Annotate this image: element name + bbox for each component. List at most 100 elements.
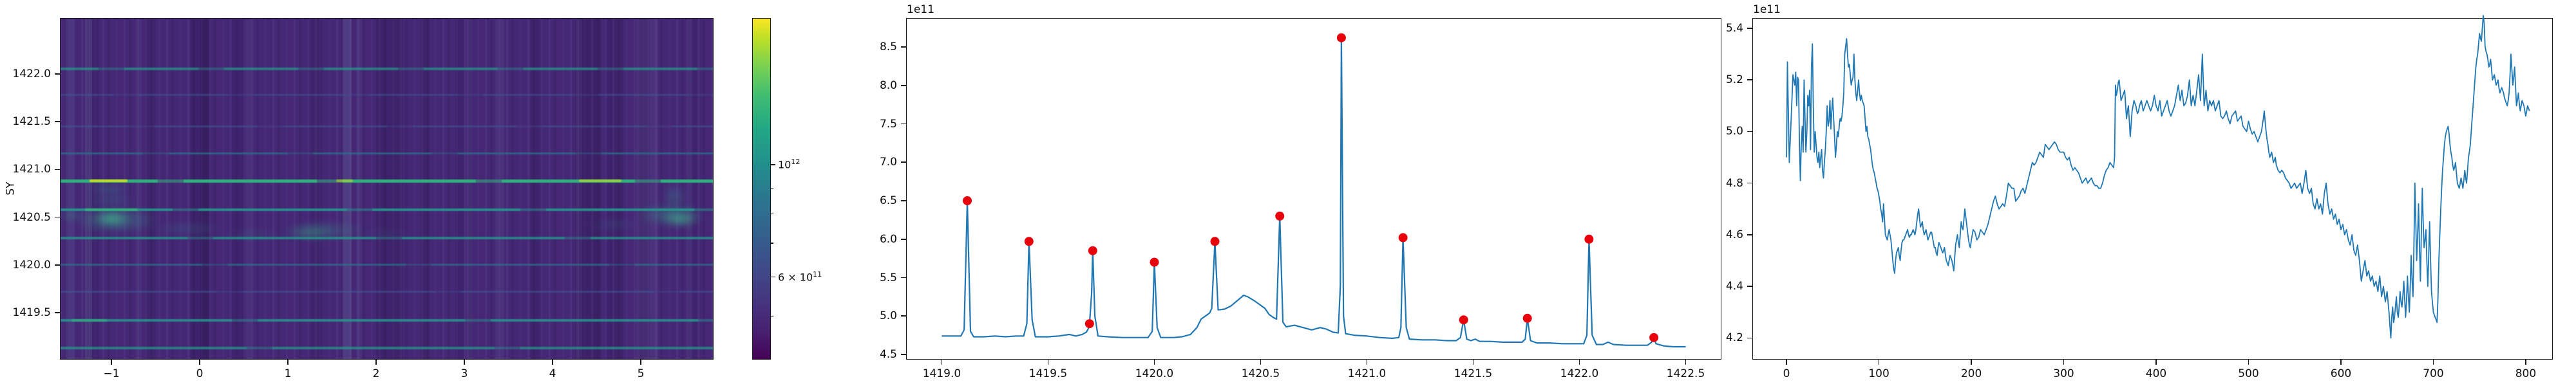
spectral-line-fleck (71, 319, 108, 322)
y-tick-mark (1747, 286, 1752, 287)
peak-marker (1150, 257, 1159, 267)
x-tick-label: 0 (196, 367, 204, 380)
y-tick-mark (901, 354, 906, 355)
x-tick-label: 5 (637, 367, 645, 380)
y-tick-mark (1747, 337, 1752, 339)
y-tick-label: 8.5 (879, 41, 897, 54)
y-tick-label: 7.0 (879, 156, 897, 169)
spectral-line (60, 237, 714, 240)
hi-emission-blob (60, 208, 91, 223)
heatmap-vertical-band (455, 18, 465, 360)
y-tick-mark (1747, 182, 1752, 184)
y-tick-mark (1747, 234, 1752, 235)
y-tick-mark (901, 315, 906, 317)
heatmap-vertical-band (191, 18, 211, 360)
y-tick-mark (55, 169, 60, 170)
heatmap-vertical-band (636, 18, 659, 360)
peak-marker (963, 196, 972, 205)
peak-marker (1459, 315, 1468, 325)
y-tick-mark (901, 123, 906, 125)
spectral-line (60, 264, 714, 266)
x-tick-mark (2248, 360, 2249, 365)
heatmap-vertical-band (145, 18, 156, 360)
spectral-line (60, 319, 714, 322)
series-svg (942, 33, 1686, 348)
x-tick-label: 3 (460, 367, 468, 380)
hi-emission-blob (74, 181, 146, 196)
x-tick-label: 400 (2145, 367, 2167, 380)
y-tick-mark (901, 161, 906, 163)
y-tick-label: 5.2 (1725, 73, 1743, 87)
colorbar-tick-label: 1012 (778, 158, 800, 171)
x-tick-mark (1047, 360, 1049, 365)
x-tick-mark (2525, 360, 2526, 365)
x-tick-label: 4 (549, 367, 556, 380)
x-tick-label: 1421.5 (1454, 367, 1493, 380)
peak-marker (1088, 246, 1097, 255)
x-tick-label: 700 (2423, 367, 2444, 380)
x-tick-mark (552, 360, 553, 365)
x-tick-label: 1419.5 (1028, 367, 1068, 380)
peak-marker (1336, 33, 1346, 42)
heatmap-vertical-band (607, 18, 623, 360)
y-tick-mark (901, 84, 906, 86)
peak-marker (1024, 237, 1034, 246)
peak-marker (1398, 233, 1408, 243)
peak-marker (1584, 234, 1594, 244)
heatmap-vertical-band (376, 18, 403, 360)
x-tick-mark (1366, 360, 1368, 365)
drift-offset-label: 1e11 (1753, 3, 1781, 16)
x-tick-label: 1419.0 (922, 367, 961, 380)
y-tick-label: 5.0 (879, 309, 897, 323)
heatmap-vertical-band (689, 18, 699, 360)
spectral-line (60, 152, 714, 154)
y-tick-label: 5.4 (1725, 22, 1743, 35)
colorbar-gradient (752, 18, 771, 360)
spectral-line (60, 68, 714, 71)
x-tick-mark (2063, 360, 2065, 365)
y-tick-mark (55, 312, 60, 313)
x-tick-mark (1878, 360, 1880, 365)
x-tick-label: 1420.5 (1241, 367, 1280, 380)
heatmap-image (60, 18, 714, 360)
y-tick-label: 1422.0 (12, 67, 51, 80)
x-tick-label: 1421.0 (1347, 367, 1387, 380)
y-tick-label: 4.6 (1725, 228, 1743, 241)
x-tick-mark (199, 360, 200, 365)
axes-spine (906, 18, 1721, 360)
x-tick-label: 1420.0 (1135, 367, 1174, 380)
y-tick-mark (1747, 79, 1752, 81)
x-tick-label: 300 (2053, 367, 2074, 380)
y-tick-label: 7.5 (879, 117, 897, 131)
y-tick-mark (55, 73, 60, 75)
x-tick-mark (2155, 360, 2157, 365)
y-tick-label: 1421.0 (12, 163, 51, 176)
x-tick-mark (1472, 360, 1474, 365)
y-tick-mark (1747, 131, 1752, 133)
x-tick-mark (2340, 360, 2342, 365)
x-tick-mark (2432, 360, 2434, 365)
x-tick-mark (375, 360, 377, 365)
series-line (942, 37, 1686, 348)
y-tick-label: 4.2 (1725, 331, 1743, 345)
spectral-line-fleck (579, 179, 621, 183)
heatmap-vertical-band (342, 18, 352, 360)
heatmap-vertical-band (495, 18, 504, 360)
y-tick-mark (55, 121, 60, 122)
hi-emission-blob (129, 222, 244, 235)
y-tick-mark (55, 264, 60, 266)
x-tick-label: 500 (2238, 367, 2259, 380)
x-tick-label: 1 (284, 367, 292, 380)
x-tick-label: −1 (103, 367, 120, 380)
y-tick-label: 1421.5 (12, 115, 51, 129)
x-tick-mark (287, 360, 289, 365)
y-tick-label: 8.0 (879, 78, 897, 92)
peak-marker (1084, 319, 1094, 329)
peak-marker (1522, 313, 1532, 323)
colorbar-tick-label: 6 × 1011 (778, 270, 822, 283)
series-svg (1786, 15, 2530, 339)
heatmap-vertical-band (579, 18, 601, 360)
colorbar-exponent: 11 (813, 270, 822, 279)
x-tick-mark (941, 360, 943, 365)
